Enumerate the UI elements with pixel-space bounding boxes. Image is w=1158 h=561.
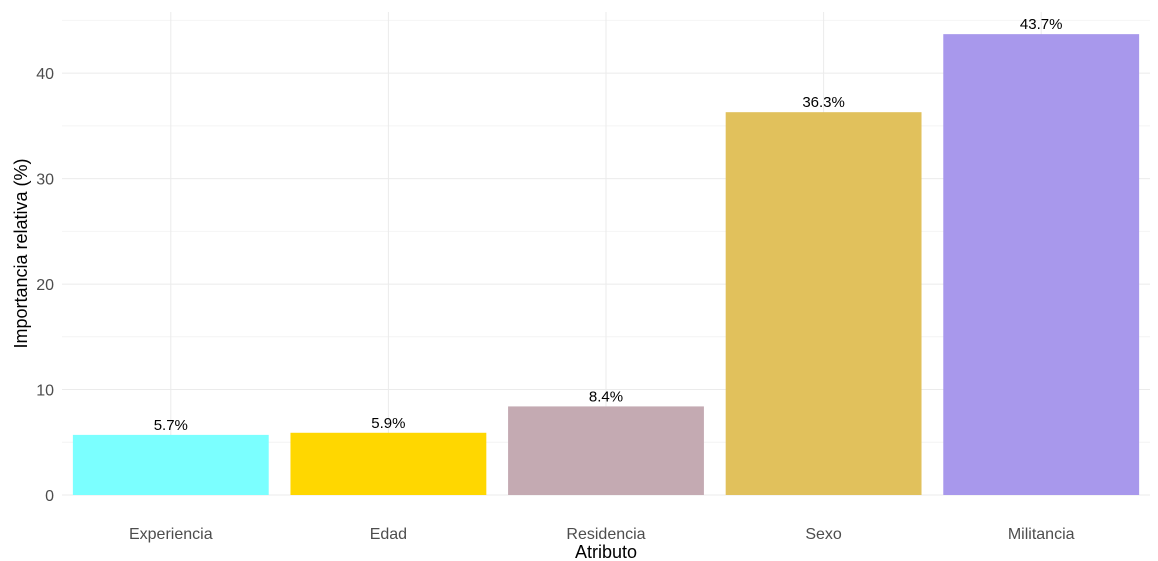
x-axis-ticks: Experiencia Edad Residencia Sexo Militancia [129,526,1075,543]
x-tick-label-edad: Edad [370,526,407,543]
y-tick-label: 0 [45,488,54,505]
chart-value-labels: 5.7% 5.9% 8.4% 36.3% 43.7% [154,16,1063,434]
value-label-militancia: 43.7% [1020,16,1063,33]
x-axis-title: Atributo [575,542,637,561]
x-tick-label-militancia: Militancia [1008,526,1075,543]
y-tick-label: 20 [36,277,54,294]
x-tick-label-experiencia: Experiencia [129,526,213,543]
bar-edad [290,432,487,495]
x-tick-label-sexo: Sexo [805,526,842,543]
bar-experiencia [72,434,269,495]
y-tick-label: 40 [36,66,54,83]
x-tick-label-residencia: Residencia [566,526,645,543]
y-axis-ticks: 0 10 20 30 40 [36,66,54,505]
value-label-edad: 5.9% [371,415,405,432]
value-label-residencia: 8.4% [589,388,623,405]
y-axis-title: Importancia relativa (%) [11,158,31,348]
chart-bars [72,34,1140,495]
bar-sexo [725,112,922,495]
y-tick-label: 30 [36,172,54,189]
value-label-sexo: 36.3% [802,94,845,111]
bar-militancia [943,34,1140,495]
y-tick-label: 10 [36,383,54,400]
bar-residencia [508,406,704,495]
value-label-experiencia: 5.7% [154,417,188,434]
